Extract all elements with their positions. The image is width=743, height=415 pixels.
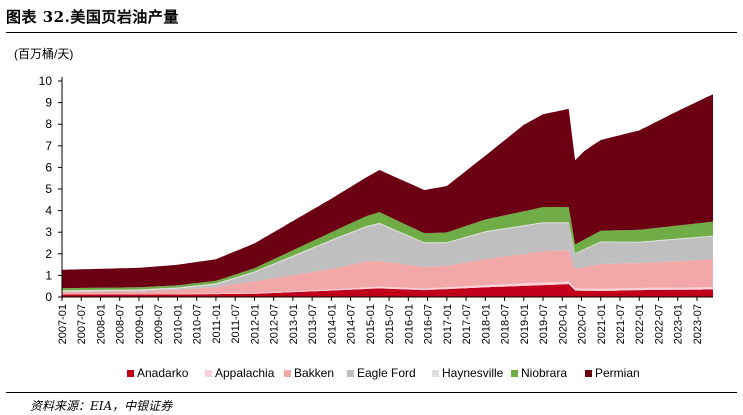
y-tick-label: 7 bbox=[45, 139, 52, 153]
y-tick-label: 4 bbox=[45, 204, 52, 218]
legend-swatch-haynesville bbox=[432, 370, 439, 377]
legend-label-niobrara: Niobrara bbox=[521, 366, 567, 380]
x-tick-label: 2007-01 bbox=[57, 304, 69, 344]
x-tick-label: 2017-01 bbox=[442, 304, 454, 344]
x-tick-label: 2009-01 bbox=[134, 304, 146, 344]
x-tick-label: 2016-07 bbox=[423, 304, 435, 344]
y-tick-label: 6 bbox=[45, 160, 52, 174]
x-tick-label: 2015-07 bbox=[384, 304, 396, 344]
x-tick-label: 2009-07 bbox=[153, 304, 165, 344]
x-tick-label: 2007-07 bbox=[76, 304, 88, 344]
legend-label-permian: Permian bbox=[595, 366, 640, 380]
x-tick-label: 2018-07 bbox=[500, 304, 512, 344]
x-tick-label: 2010-01 bbox=[172, 304, 184, 344]
y-tick-label: 1 bbox=[45, 268, 52, 282]
x-tick-label: 2013-01 bbox=[288, 304, 300, 344]
chart-area: (百万桶/天) 0 1 2 3 4 5 6 7 8 9 10 2007-01 2007-07 2008-0… bbox=[14, 46, 713, 380]
title-rule bbox=[6, 32, 737, 33]
x-tick-label: 2014-01 bbox=[326, 304, 338, 344]
y-tick-label: 8 bbox=[45, 117, 52, 131]
legend-label-eagle-ford: Eagle Ford bbox=[357, 366, 416, 380]
x-tick-label: 2012-07 bbox=[269, 304, 281, 344]
area-permian bbox=[62, 94, 713, 289]
legend-swatch-appalachia bbox=[205, 370, 212, 377]
area-anadarko bbox=[62, 284, 713, 297]
y-tick-label: 2 bbox=[45, 247, 52, 261]
x-tick-label: 2013-07 bbox=[307, 304, 319, 344]
x-tick-label: 2020-07 bbox=[577, 304, 589, 344]
y-tick-label: 9 bbox=[45, 96, 52, 110]
x-tick-label: 2016-01 bbox=[403, 304, 415, 344]
legend-swatch-anadarko bbox=[127, 370, 134, 377]
x-tick-label: 2021-07 bbox=[615, 304, 627, 344]
legend-swatch-permian bbox=[585, 370, 592, 377]
y-tick-label: 3 bbox=[45, 225, 52, 239]
legend-label-anadarko: Anadarko bbox=[137, 366, 189, 380]
x-tick-label: 2011-07 bbox=[230, 304, 242, 344]
x-tick-label: 2022-07 bbox=[654, 304, 666, 344]
area-niobrara bbox=[62, 207, 713, 291]
x-tick-label: 2023-07 bbox=[692, 304, 704, 344]
x-tick-label: 2020-01 bbox=[557, 304, 569, 344]
x-tick-label: 2023-01 bbox=[673, 304, 685, 344]
x-tick-label: 2015-01 bbox=[365, 304, 377, 344]
x-tick-label: 2008-07 bbox=[115, 304, 127, 344]
x-tick-label: 2008-01 bbox=[96, 304, 108, 344]
x-tick-label: 2017-07 bbox=[461, 304, 473, 344]
y-axis-label: (百万桶/天) bbox=[14, 46, 73, 61]
x-tick-label: 2019-07 bbox=[538, 304, 550, 344]
x-tick-label: 2018-01 bbox=[480, 304, 492, 344]
legend-swatch-eagle-ford bbox=[347, 370, 354, 377]
y-tick-label: 0 bbox=[45, 290, 52, 304]
x-tick-label: 2012-01 bbox=[249, 304, 261, 344]
legend-label-appalachia: Appalachia bbox=[215, 366, 275, 380]
x-tick-label: 2022-01 bbox=[634, 304, 646, 344]
x-tick-label: 2010-07 bbox=[192, 304, 204, 344]
x-tick-label: 2011-01 bbox=[211, 304, 223, 344]
x-tick-label: 2021-01 bbox=[596, 304, 608, 344]
area-bakken bbox=[62, 250, 713, 294]
legend-swatch-bakken bbox=[284, 370, 291, 377]
x-tick-label: 2014-07 bbox=[346, 304, 358, 344]
x-tick-label: 2019-01 bbox=[519, 304, 531, 344]
source-note: 资料来源：EIA，中银证券 bbox=[30, 399, 173, 413]
chart-title: 图表 32.美国页岩油产量 bbox=[6, 8, 179, 26]
legend-label-haynesville: Haynesville bbox=[442, 366, 504, 380]
y-tick-label: 5 bbox=[45, 182, 52, 196]
legend-swatch-niobrara bbox=[511, 370, 518, 377]
area-eagle-ford bbox=[62, 223, 713, 292]
area-appalachia bbox=[62, 281, 713, 295]
y-tick-label: 10 bbox=[39, 74, 53, 88]
legend-label-bakken: Bakken bbox=[294, 366, 334, 380]
source-rule bbox=[6, 392, 737, 393]
